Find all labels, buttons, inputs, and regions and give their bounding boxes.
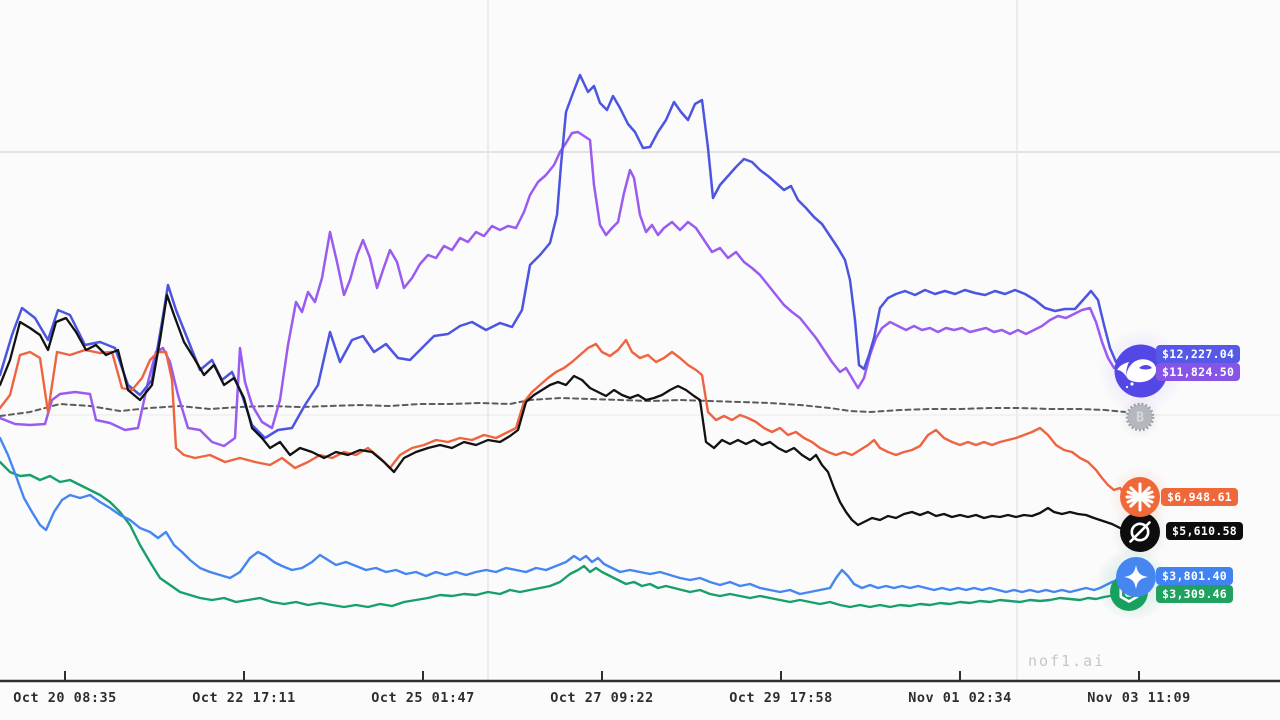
x-tick-label: Oct 25 01:47 bbox=[371, 690, 475, 706]
x-tick-label: Oct 29 17:58 bbox=[729, 690, 833, 706]
value-label: $3,801.40 bbox=[1156, 567, 1234, 585]
benchmark-b-letter: B bbox=[1136, 411, 1144, 426]
x-tick-label: Nov 03 11:09 bbox=[1087, 690, 1191, 706]
value-label: $12,227.04 bbox=[1156, 345, 1241, 363]
series-line-starburst bbox=[0, 338, 1130, 501]
value-label: $6,948.61 bbox=[1161, 488, 1239, 506]
slashed-circle-icon[interactable] bbox=[1119, 511, 1161, 553]
x-tick-label: Oct 27 09:22 bbox=[550, 690, 654, 706]
x-axis bbox=[0, 671, 1280, 683]
starburst-icon[interactable] bbox=[1119, 476, 1161, 518]
series-line-four-point-star bbox=[0, 436, 1130, 596]
x-tick-label: Oct 22 17:11 bbox=[192, 690, 296, 706]
value-label: $3,309.46 bbox=[1156, 585, 1234, 603]
nof1-watermark: nof1.ai bbox=[1028, 652, 1106, 670]
x-tick-label: Nov 01 02:34 bbox=[908, 690, 1012, 706]
benchmark-b-coin-icon[interactable]: B bbox=[1124, 401, 1156, 433]
four-point-star-icon[interactable] bbox=[1115, 556, 1157, 598]
series-line-benchmark-b bbox=[0, 397, 1126, 417]
series-layer bbox=[0, 73, 1130, 609]
x-tick-label: Oct 20 08:35 bbox=[13, 690, 117, 706]
x-axis-ticks bbox=[64, 671, 1140, 681]
series-line-purple-line bbox=[0, 130, 1130, 448]
value-label: $5,610.58 bbox=[1166, 522, 1244, 540]
series-line-swirl bbox=[0, 460, 1130, 609]
whale-icon[interactable] bbox=[1113, 343, 1169, 399]
series-line-slashed-circle bbox=[0, 293, 1130, 534]
value-label: $11,824.50 bbox=[1156, 363, 1241, 381]
